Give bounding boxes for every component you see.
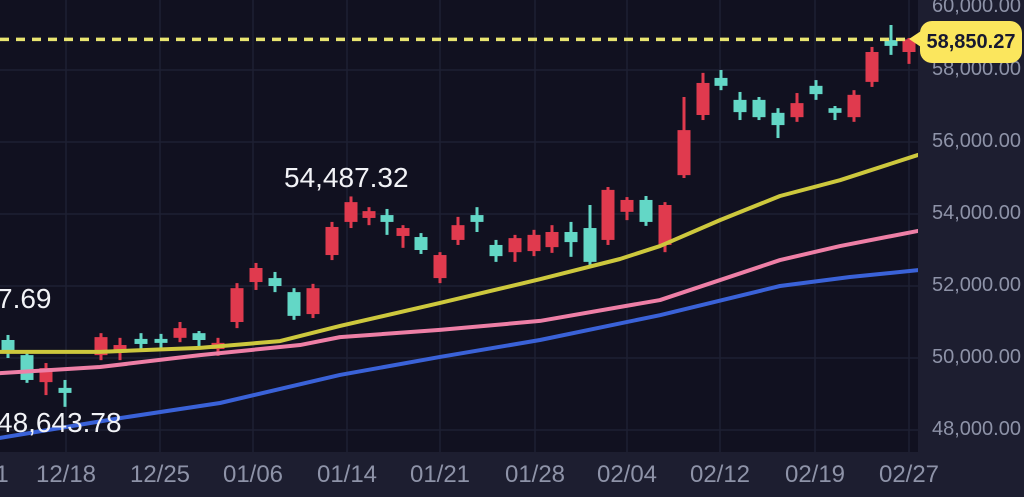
x-axis-label: 1: [0, 461, 9, 488]
x-axis-label: 12/18: [35, 461, 97, 488]
y-axis-label: 60,000.00: [932, 0, 1021, 17]
x-axis-label: 12/25: [129, 461, 191, 488]
x-axis-label: 02/04: [596, 461, 658, 488]
low-price-annotation: 48,643.78: [0, 407, 122, 438]
y-axis-label: 48,000.00: [932, 418, 1021, 440]
x-axis-label: 02/12: [689, 461, 751, 488]
peak-price-annotation: 54,487.32: [284, 162, 409, 193]
y-axis-label: 58,000.00: [932, 58, 1021, 80]
y-axis-panel[interactable]: 60,000.00 58,000.00 56,000.00 54,000.00 52,0…: [918, 0, 1024, 452]
last-price-value: 58,850.27: [926, 30, 1016, 53]
last-price-tag: 58,850.27: [909, 21, 1022, 63]
x-axis-label: 02/27: [878, 461, 940, 488]
y-axis-label: 56,000.00: [932, 130, 1021, 152]
x-axis-label: 01/14: [316, 461, 378, 488]
x-axis-label: 02/19: [784, 461, 846, 488]
y-axis-label: 54,000.00: [932, 202, 1021, 224]
last-price-tag-pointer: [909, 31, 921, 47]
x-axis-label: 01/28: [504, 461, 566, 488]
x-axis-label: 01/21: [409, 461, 471, 488]
x-axis-label: 01/06: [222, 461, 284, 488]
left-edge-price-annotation-partial: 7.69: [0, 283, 52, 314]
y-axis-label: 52,000.00: [932, 274, 1021, 296]
x-axis-panel[interactable]: 1 12/18 12/25 01/06 01/14 01/21 01/28 02/04 02/1…: [0, 452, 1024, 497]
y-axis-label: 50,000.00: [932, 346, 1021, 368]
